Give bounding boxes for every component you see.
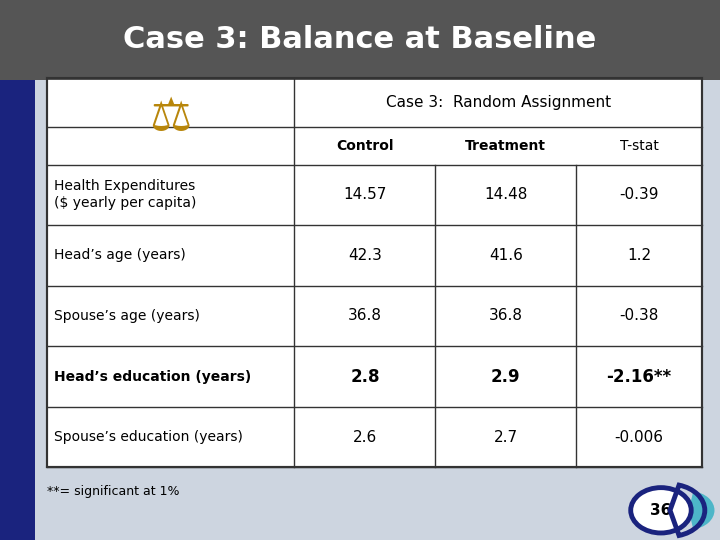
Bar bbox=[47, 78, 702, 467]
Text: 2.8: 2.8 bbox=[350, 368, 379, 386]
Text: Health Expenditures
($ yearly per capita): Health Expenditures ($ yearly per capita… bbox=[54, 179, 197, 211]
Text: -2.16**: -2.16** bbox=[606, 368, 672, 386]
Text: Head’s education (years): Head’s education (years) bbox=[54, 369, 251, 383]
Wedge shape bbox=[689, 491, 714, 529]
Text: 2.9: 2.9 bbox=[491, 368, 521, 386]
Text: 2.6: 2.6 bbox=[353, 430, 377, 444]
Text: **= significant at 1%: **= significant at 1% bbox=[47, 485, 179, 498]
Bar bbox=[0, 80, 35, 540]
Text: Spouse’s age (years): Spouse’s age (years) bbox=[54, 309, 200, 323]
Text: 2.7: 2.7 bbox=[494, 430, 518, 444]
Text: -0.39: -0.39 bbox=[619, 187, 659, 202]
Text: -0.38: -0.38 bbox=[619, 308, 659, 323]
Text: Head’s age (years): Head’s age (years) bbox=[54, 248, 186, 262]
Text: 14.57: 14.57 bbox=[343, 187, 387, 202]
Text: ⚖: ⚖ bbox=[150, 96, 192, 141]
Circle shape bbox=[631, 488, 691, 533]
Text: 36.8: 36.8 bbox=[348, 308, 382, 323]
Text: 41.6: 41.6 bbox=[489, 248, 523, 262]
Text: 36: 36 bbox=[650, 503, 672, 518]
Text: Control: Control bbox=[336, 139, 394, 153]
Text: Spouse’s education (years): Spouse’s education (years) bbox=[54, 430, 243, 444]
Bar bbox=[0, 0, 720, 80]
Text: 14.48: 14.48 bbox=[484, 187, 528, 202]
Text: -0.006: -0.006 bbox=[615, 430, 664, 444]
Text: 36.8: 36.8 bbox=[489, 308, 523, 323]
Text: T-stat: T-stat bbox=[620, 139, 659, 153]
Text: 42.3: 42.3 bbox=[348, 248, 382, 262]
Text: 1.2: 1.2 bbox=[627, 248, 651, 262]
Text: Case 3:  Random Assignment: Case 3: Random Assignment bbox=[386, 95, 611, 110]
Text: Case 3: Balance at Baseline: Case 3: Balance at Baseline bbox=[123, 25, 597, 55]
Text: Treatment: Treatment bbox=[465, 139, 546, 153]
